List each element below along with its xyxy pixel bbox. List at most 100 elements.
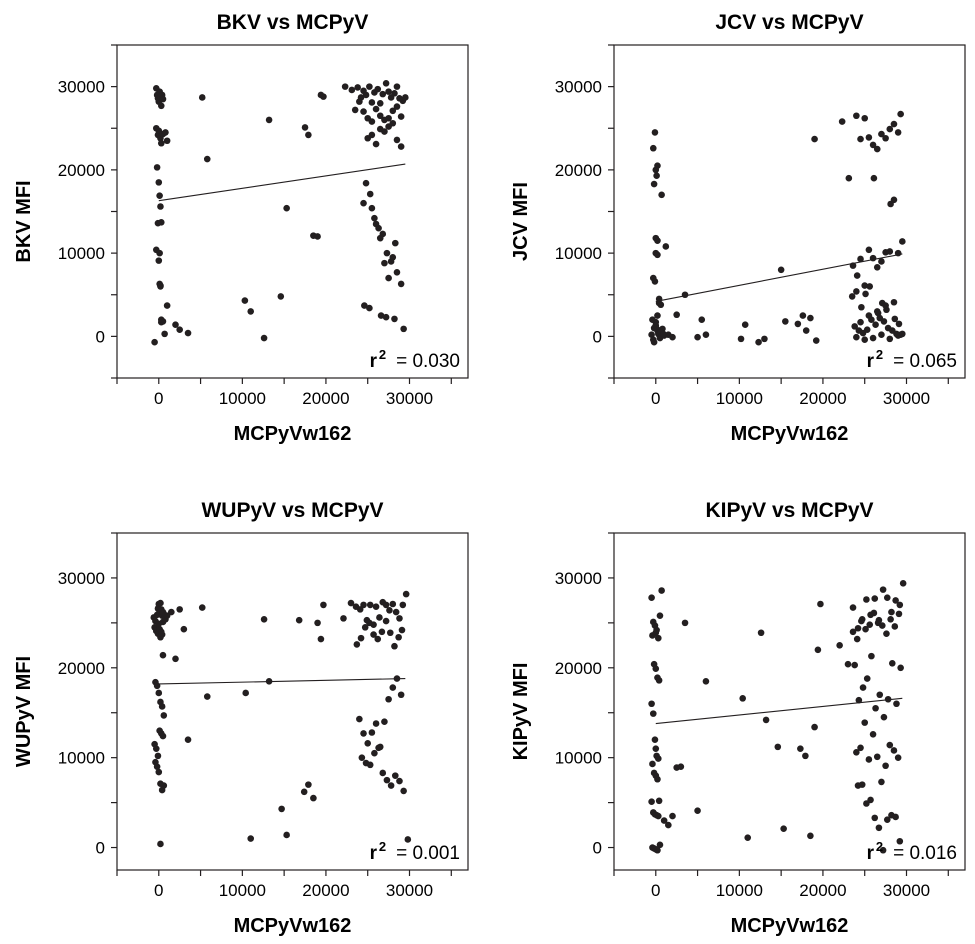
data-point (890, 747, 898, 754)
data-point (853, 272, 861, 279)
data-point (152, 745, 160, 752)
data-point (858, 303, 865, 311)
data-point (649, 710, 657, 717)
data-point (154, 752, 162, 760)
x-tick-label: 30000 (386, 881, 433, 900)
data-point (873, 308, 881, 315)
data-point (320, 601, 327, 609)
data-point (372, 140, 380, 148)
data-point (891, 623, 899, 630)
data-point (399, 601, 407, 609)
data-point (876, 691, 884, 699)
data-point (887, 615, 894, 623)
x-tick-label: 0 (154, 881, 163, 900)
data-point (888, 608, 895, 616)
data-point (386, 606, 393, 614)
data-point (385, 695, 392, 703)
data-point (341, 83, 349, 90)
data-point (871, 814, 879, 822)
data-point (400, 787, 407, 795)
regression-line (158, 678, 406, 685)
panel-3: WUPyV vs MCPyV 0 10000 20000 30000 0 10000 2000… (13, 499, 469, 937)
data-point (658, 191, 665, 199)
r2-superscript: 2 (379, 347, 386, 362)
data-point (393, 675, 401, 682)
y-tick-label: 10000 (555, 749, 602, 768)
plot-frame (116, 44, 469, 379)
data-point (870, 609, 878, 617)
plot-frame (116, 532, 469, 871)
data-point (865, 246, 873, 254)
data-point (397, 113, 405, 120)
data-point (655, 299, 663, 307)
data-point (198, 604, 206, 611)
data-point (366, 601, 374, 609)
data-point (894, 754, 902, 761)
data-point (242, 689, 249, 697)
data-point (404, 836, 412, 843)
data-point (869, 141, 877, 149)
chart-title: KIPyV vs MCPyV (705, 499, 873, 522)
data-point (397, 691, 405, 699)
data-point (882, 762, 889, 770)
data-point (681, 619, 689, 627)
data-point (247, 308, 255, 315)
data-point (168, 608, 175, 616)
data-point (870, 174, 878, 182)
data-point (295, 616, 303, 624)
data-point (386, 629, 394, 637)
data-point (157, 203, 164, 210)
data-point (381, 259, 388, 267)
data-point (807, 314, 814, 322)
data-point (886, 248, 894, 255)
data-point (869, 334, 877, 342)
data-point (374, 85, 382, 93)
data-point (184, 329, 192, 337)
data-point (873, 145, 881, 153)
data-point (673, 311, 680, 319)
data-point (347, 599, 355, 607)
data-point (899, 238, 906, 245)
data-point (353, 641, 361, 648)
data-point (859, 684, 867, 691)
data-point (153, 763, 161, 770)
y-axis-label: KIPyV MFI (510, 663, 532, 761)
data-point (283, 831, 290, 839)
y-tick-label: 30000 (58, 78, 105, 97)
r2-superscript: 2 (379, 839, 386, 854)
data-point (873, 263, 881, 271)
data-point (301, 124, 309, 131)
x-axis-label: MCPyVw162 (234, 423, 352, 445)
data-point (845, 174, 853, 182)
data-point (314, 233, 321, 240)
data-point (155, 620, 163, 628)
x-tick-label: 20000 (799, 389, 846, 408)
data-point (871, 595, 879, 602)
data-point (389, 107, 397, 115)
data-point (357, 634, 365, 642)
data-point (371, 214, 378, 222)
data-point (655, 677, 663, 684)
data-point (155, 179, 163, 186)
data-point (755, 338, 762, 346)
data-point (372, 220, 380, 228)
data-point (849, 604, 857, 611)
data-point (895, 610, 903, 618)
data-point (694, 333, 701, 341)
data-point (866, 283, 874, 290)
data-point (780, 825, 787, 832)
data-point (655, 797, 663, 805)
data-point (648, 798, 655, 806)
data-point (278, 805, 285, 813)
x-tick-label: 20000 (799, 881, 846, 900)
data-point (317, 635, 325, 643)
panel-1: BKV vs MCPyV 0 10000 20000 30000 0 10000 20000 3… (13, 11, 469, 445)
data-point (899, 330, 906, 338)
data-point (851, 323, 858, 330)
x-axis-label: MCPyVw162 (731, 423, 849, 445)
data-point (888, 660, 896, 667)
data-point (893, 700, 900, 708)
chart-title: WUPyV vs MCPyV (201, 499, 383, 522)
data-point (650, 180, 658, 188)
data-point (658, 587, 665, 594)
